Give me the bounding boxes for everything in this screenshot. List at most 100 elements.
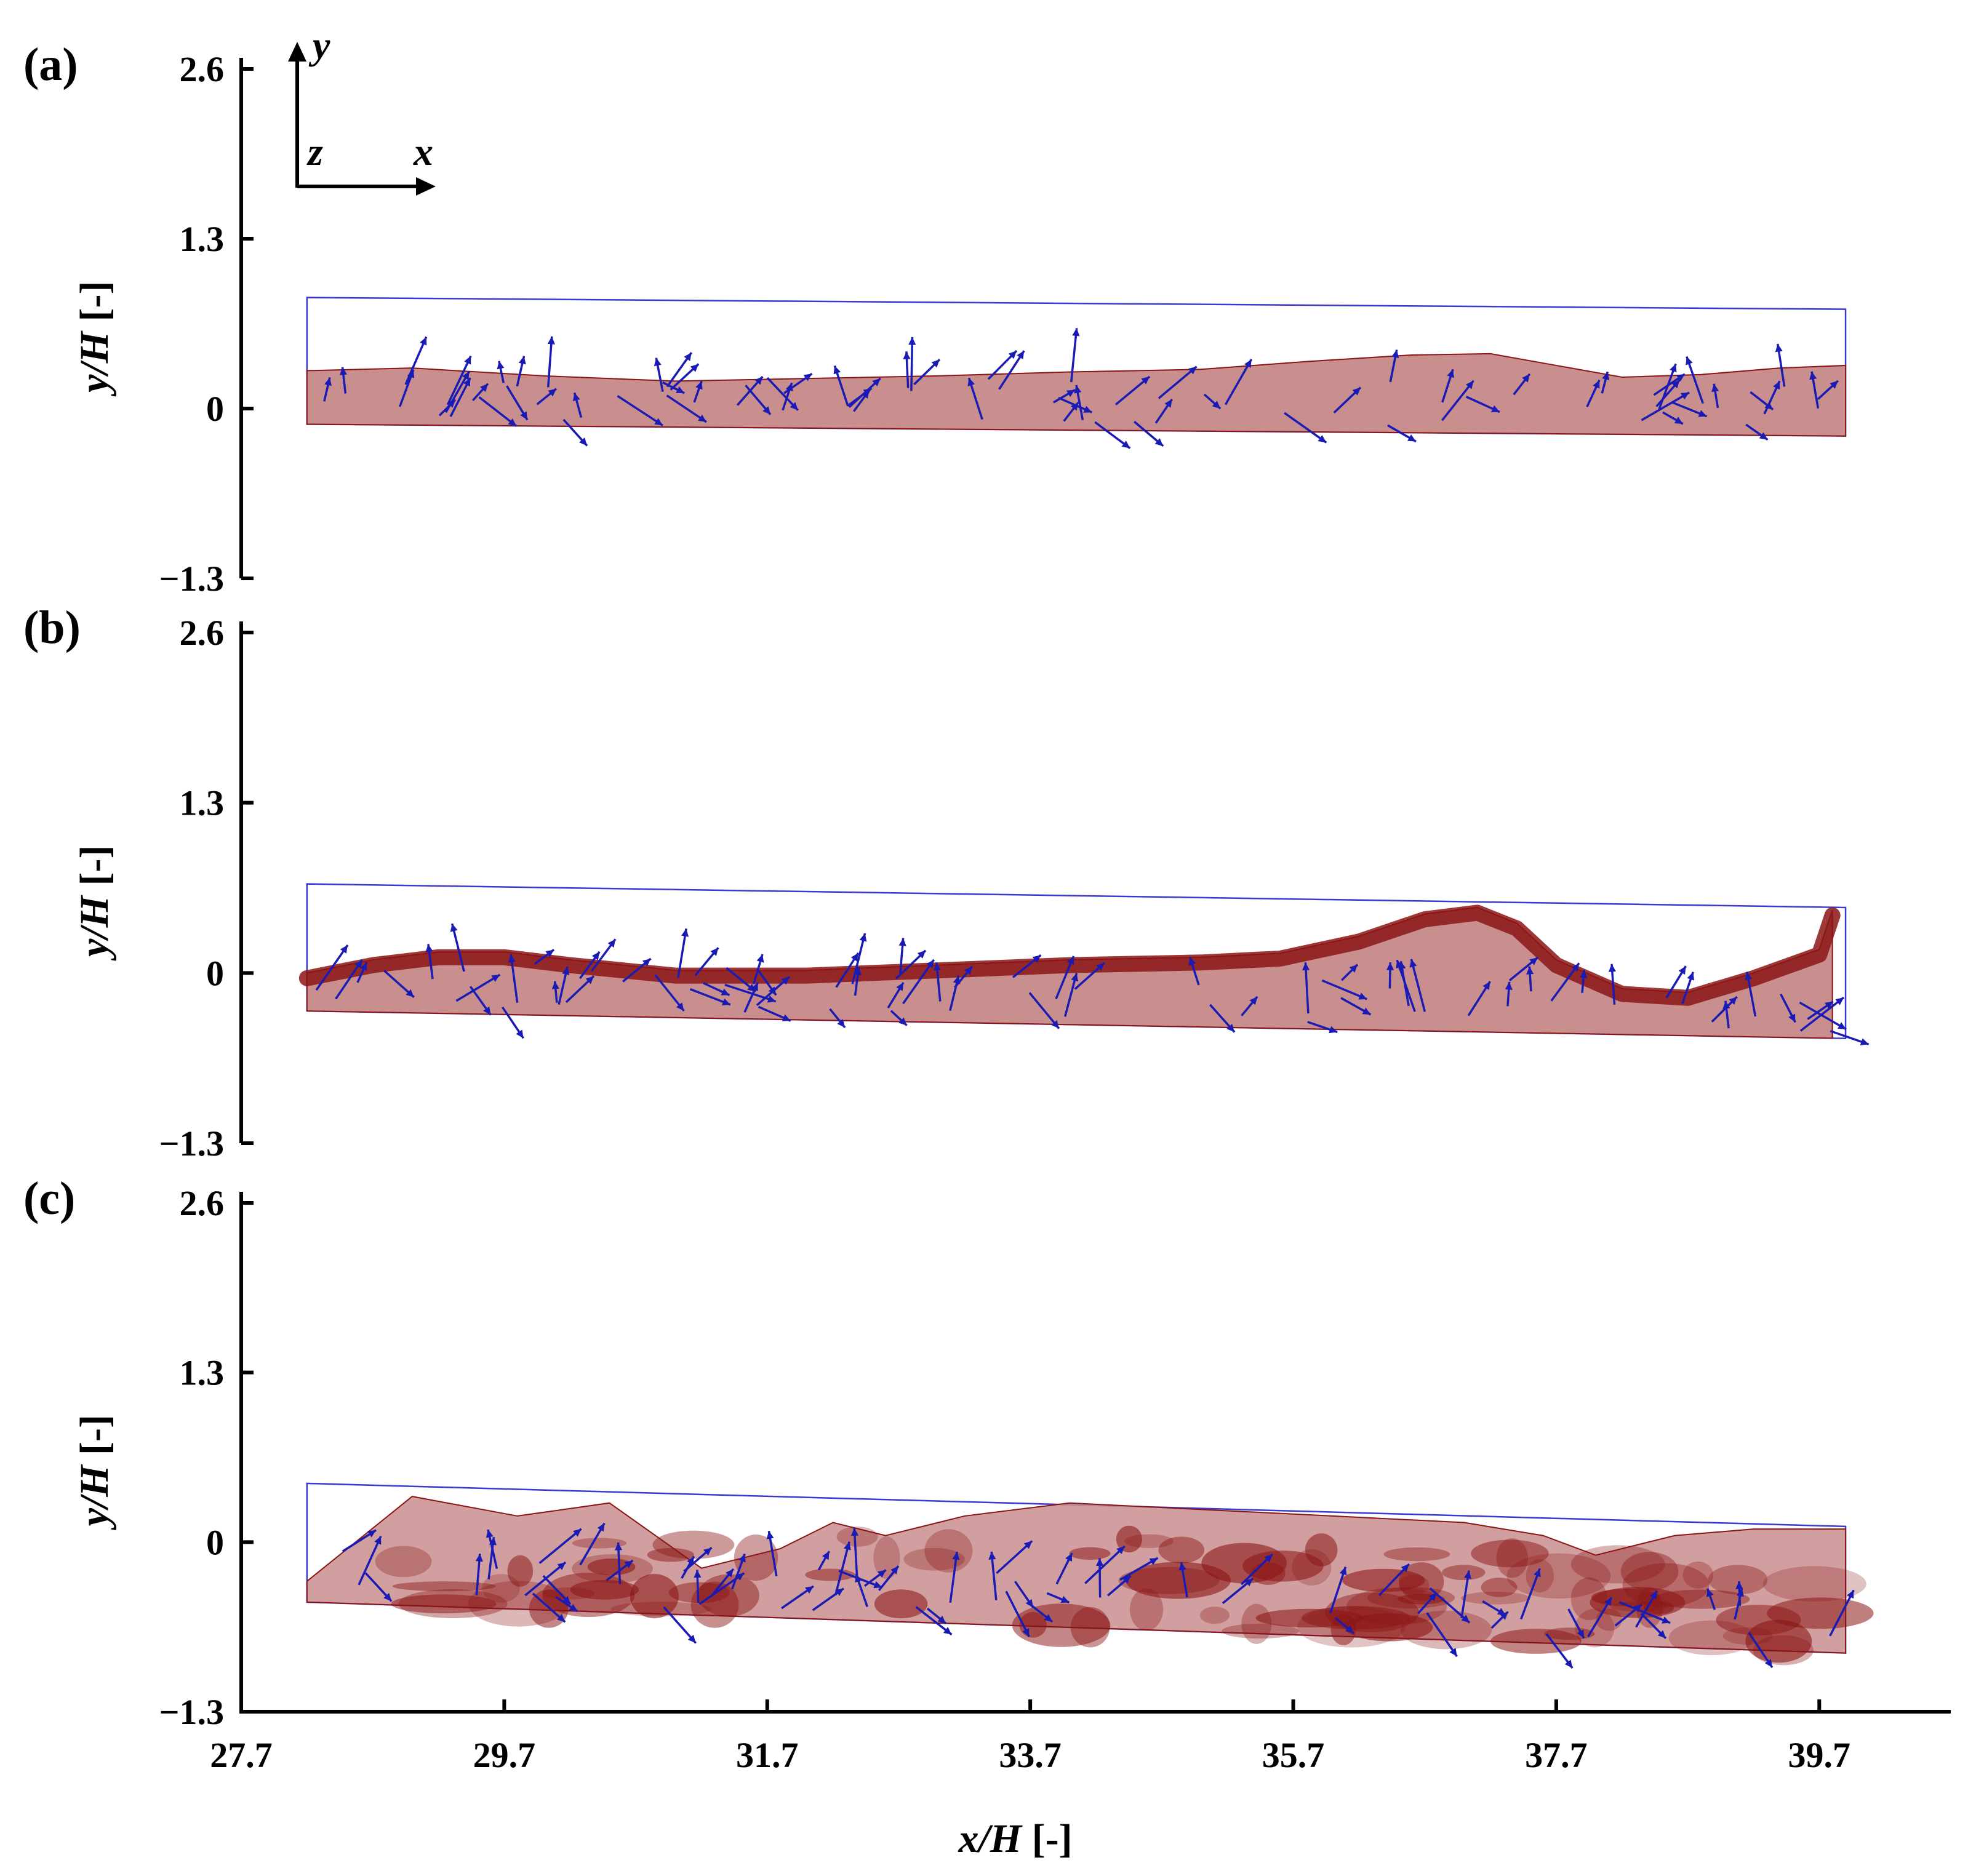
arrow-head (1482, 981, 1490, 990)
arrow-shaft (851, 933, 866, 984)
velocity-arrow (689, 988, 731, 1006)
velocity-arrow (850, 1528, 859, 1579)
interface-band (298, 904, 1841, 1006)
velocity-arrow (829, 1008, 846, 1029)
y-tick-label: 2.6 (180, 1183, 225, 1223)
arrow-head (491, 975, 500, 982)
velocity-arrow (1114, 375, 1151, 405)
arrow-head (324, 377, 332, 386)
velocity-arrows (323, 328, 1839, 449)
arrow-shaft (1070, 328, 1078, 383)
turbulent-patch (391, 1594, 497, 1614)
arrow-head (1070, 402, 1079, 411)
arrow-head (890, 1566, 898, 1575)
arrow-shaft (666, 394, 707, 423)
turbulent-patch (1400, 1610, 1492, 1650)
velocity-arrow (1074, 385, 1084, 420)
velocity-arrow (949, 1551, 960, 1603)
turbulent-patch (1126, 1562, 1231, 1599)
arrow-head (721, 988, 730, 996)
arrow-head (1464, 1570, 1472, 1579)
arrow-head (1022, 1628, 1030, 1637)
velocity-arrow (1340, 997, 1372, 1016)
y-tick-label: 2.6 (180, 613, 225, 653)
x-tick-label: 31.7 (736, 1735, 799, 1775)
arrow-head (1764, 402, 1774, 410)
arrow-head (862, 390, 870, 399)
turbulent-patch (1496, 1538, 1529, 1578)
velocity-arrow (1014, 1581, 1034, 1608)
velocity-arrow (315, 944, 349, 991)
velocity-arrow (1074, 962, 1105, 990)
arrow-head (1318, 435, 1327, 443)
velocity-arrow (833, 365, 849, 407)
arrow-head (1044, 1614, 1053, 1622)
velocity-arrow (1307, 1021, 1338, 1034)
velocity-arrows (315, 923, 1870, 1045)
turbulent-patch (874, 1589, 928, 1619)
arrow-head (1580, 970, 1588, 978)
arrow-head (562, 1595, 571, 1605)
turbulent-patch (1116, 1525, 1143, 1553)
velocity-arrow (555, 1596, 578, 1613)
arrow-head (1670, 364, 1677, 373)
arrow-head (695, 381, 703, 390)
arrow-head (1396, 960, 1403, 969)
arrow-head (1529, 957, 1538, 965)
arrow-head (1449, 1648, 1457, 1657)
velocity-arrow (1334, 1617, 1354, 1634)
velocity-arrow (848, 377, 881, 409)
velocity-arrow (342, 1529, 377, 1552)
turbulent-patch (1342, 1568, 1425, 1592)
arrow-head (1349, 964, 1358, 973)
arrow-head (1649, 1591, 1657, 1600)
turbulent-patch (1158, 1536, 1205, 1563)
velocity-arrow (1028, 992, 1060, 1029)
velocity-arrow (536, 388, 558, 405)
velocity-arrow (1775, 343, 1786, 387)
velocity-arrow (1799, 1001, 1847, 1031)
velocity-arrow (998, 350, 1025, 390)
velocity-arrow (1580, 970, 1588, 993)
velocity-arrow (854, 967, 862, 996)
x-tick-label: 27.7 (210, 1735, 273, 1775)
arrow-head (872, 378, 881, 386)
arrow-head (1564, 1659, 1573, 1669)
arrow-head (367, 1530, 377, 1538)
arrow-head (483, 1006, 491, 1015)
turbulent-patch (1716, 1605, 1801, 1635)
arrow-head (698, 414, 706, 422)
arrow-head (1072, 328, 1080, 337)
velocity-arrow (1750, 391, 1774, 411)
arrow-head (1362, 1007, 1371, 1015)
turbulent-patch (1460, 1591, 1530, 1605)
velocity-arrow (1809, 371, 1820, 409)
y-tick-label: −1.3 (159, 1124, 224, 1164)
arrow-head (1577, 1629, 1584, 1639)
turbulent-patch (1383, 1547, 1450, 1562)
coord-label-y: y (308, 23, 330, 67)
arrow-head (547, 336, 555, 345)
arrow-head (943, 1627, 952, 1635)
panel-label-a: (a) (23, 39, 78, 90)
velocity-arrow (753, 954, 764, 984)
velocity-arrow (766, 1530, 778, 1576)
velocity-arrow (908, 337, 916, 391)
velocity-arrow (1505, 981, 1513, 1007)
velocity-arrow (558, 966, 570, 1005)
arrow-shaft (404, 336, 428, 385)
velocity-arrow (1378, 1563, 1410, 1597)
arrow-head (1074, 385, 1082, 394)
velocity-arrow (926, 1607, 947, 1624)
arrow-shaft (478, 396, 518, 427)
arrow-shaft (335, 959, 363, 1000)
x-axis-title-unit: [-] (1022, 1816, 1072, 1861)
arrow-head (933, 962, 942, 971)
arrow-head (1032, 955, 1041, 963)
arrow-head (1302, 962, 1310, 971)
velocity-arrow (1426, 1612, 1458, 1658)
arrow-shaft (579, 1522, 606, 1566)
turbulent-patch (1668, 1620, 1755, 1656)
velocity-arrow (670, 363, 700, 391)
arrow-head (1212, 401, 1221, 409)
